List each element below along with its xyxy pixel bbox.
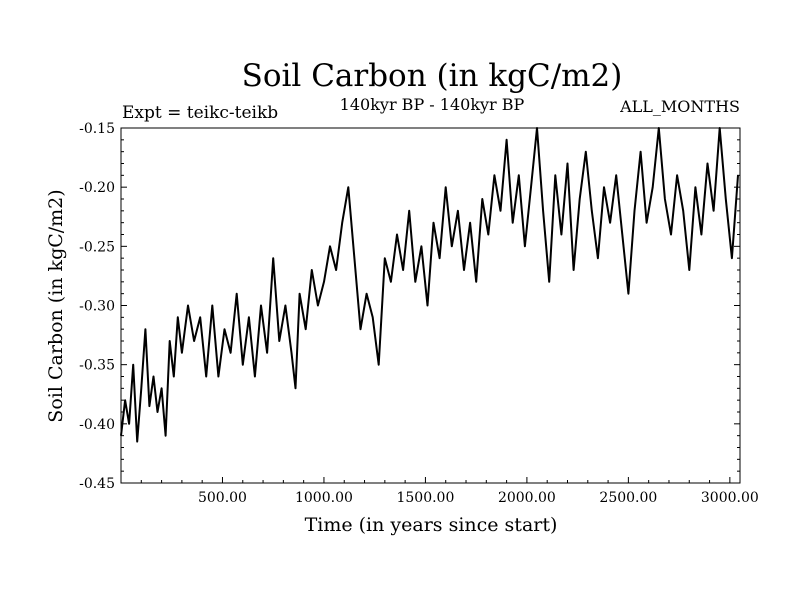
x-tick-label: 500.00 (198, 490, 247, 506)
y-tick-label: -0.30 (79, 299, 115, 315)
y-axis-label: Soil Carbon (in kgC/m2) (45, 189, 67, 422)
y-tick-label: -0.15 (79, 121, 115, 137)
x-tick-label: 2000.00 (498, 490, 556, 506)
x-tick-label: 2500.00 (599, 490, 657, 506)
y-tick-label: -0.45 (79, 476, 115, 492)
x-axis-label: Time (in years since start) (305, 514, 558, 536)
chart-title: Soil Carbon (in kgC/m2) (242, 58, 623, 94)
chart-subtitle: 140kyr BP - 140kyr BP (340, 95, 525, 114)
axis-ticks: 500.00 1000.00 1500.00 2000.00 2500.00 3000.0… (79, 121, 759, 506)
x-tick-label: 3000.00 (701, 490, 759, 506)
x-tick-label: 1500.00 (396, 490, 454, 506)
y-tick-label: -0.40 (79, 417, 115, 433)
data-series (120, 127, 739, 443)
y-tick-label: -0.20 (79, 180, 115, 196)
experiment-label: Expt = teikc-teikb (122, 103, 278, 123)
plot-frame (120, 127, 741, 484)
series-line (120, 127, 739, 443)
period-label: ALL_MONTHS (619, 97, 740, 116)
y-tick-label: -0.25 (79, 239, 115, 255)
x-tick-label: 1000.00 (295, 490, 353, 506)
y-tick-label: -0.35 (79, 358, 115, 374)
